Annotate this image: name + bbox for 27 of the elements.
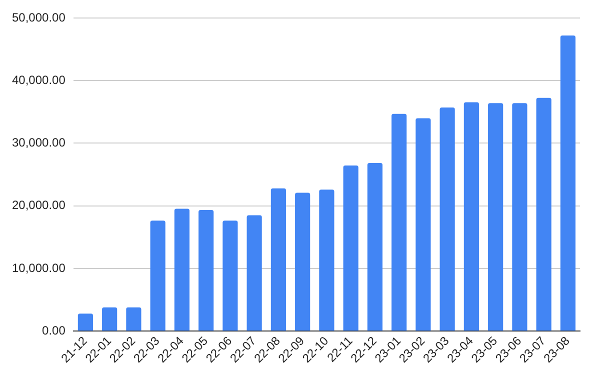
bar (488, 103, 504, 331)
y-tick-label: 0.00 (42, 323, 66, 338)
bar (416, 118, 431, 331)
bar (464, 102, 479, 331)
bar (270, 188, 286, 331)
bar (367, 162, 382, 331)
bar (222, 220, 238, 331)
bar (126, 307, 142, 331)
bar (392, 114, 407, 331)
bar (78, 314, 93, 331)
bar (512, 103, 528, 331)
bar (560, 36, 576, 331)
bar (295, 192, 310, 331)
bar (343, 165, 358, 331)
bar (198, 210, 214, 331)
bar (246, 215, 262, 331)
bar (150, 220, 166, 331)
bar (174, 208, 190, 331)
bar (102, 307, 118, 331)
bar (440, 108, 455, 331)
y-tick-label: 40,000.00 (12, 72, 66, 87)
y-tick-label: 10,000.00 (12, 260, 66, 275)
bar (319, 190, 334, 331)
y-tick-label: 50,000.00 (12, 10, 66, 24)
y-tick-label: 30,000.00 (12, 136, 66, 150)
y-tick-label: 20,000.00 (12, 198, 66, 212)
bar (536, 98, 552, 331)
